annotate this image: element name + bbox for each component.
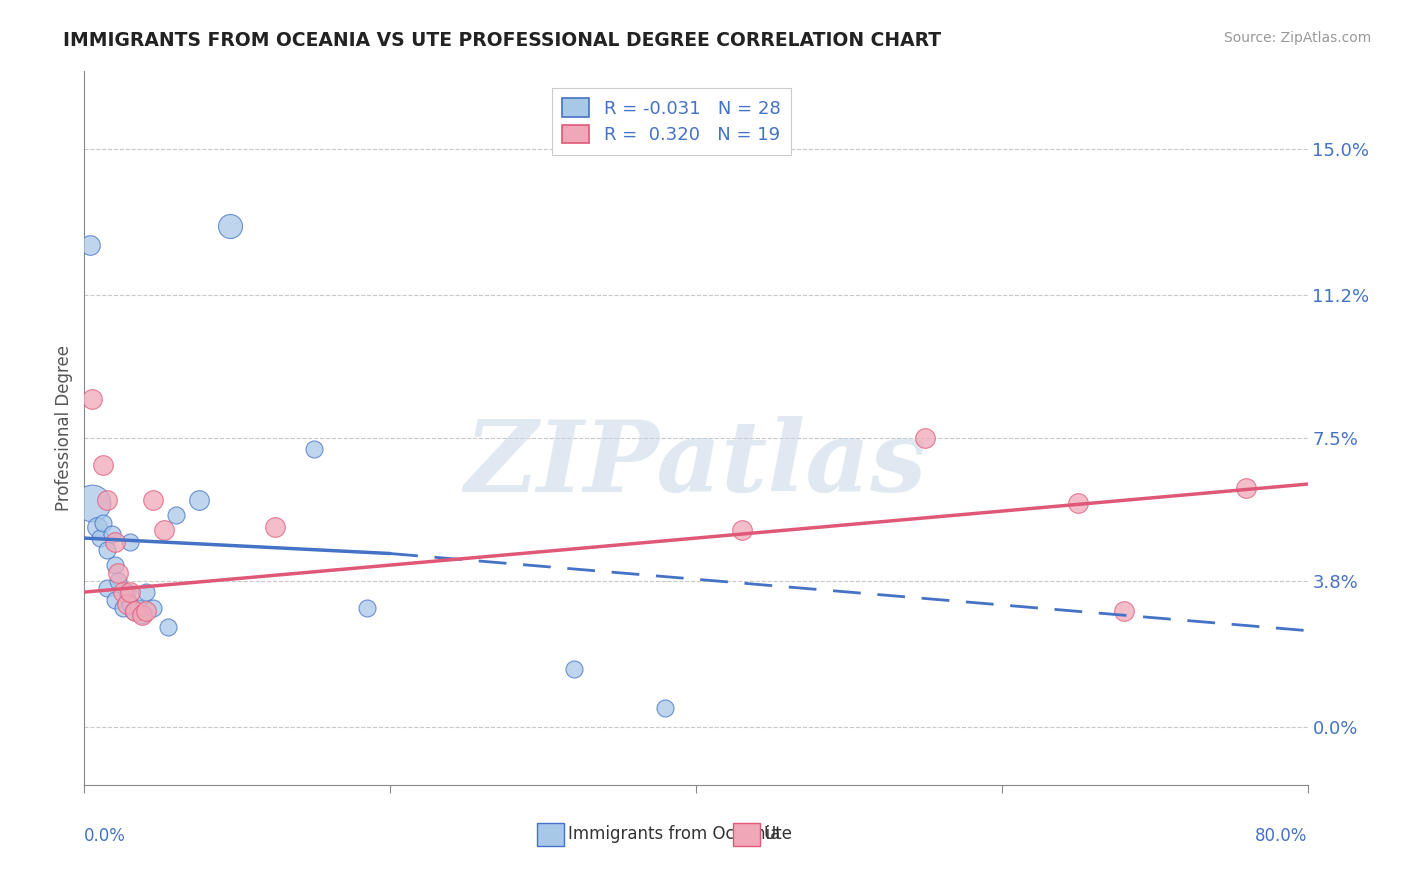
Legend: R = -0.031   N = 28, R =  0.320   N = 19: R = -0.031 N = 28, R = 0.320 N = 19 [551, 87, 792, 155]
Text: IMMIGRANTS FROM OCEANIA VS UTE PROFESSIONAL DEGREE CORRELATION CHART: IMMIGRANTS FROM OCEANIA VS UTE PROFESSIO… [63, 31, 942, 50]
Point [104, 535, 127, 549]
Point [142, 492, 165, 507]
Point [115, 597, 138, 611]
Point [131, 608, 153, 623]
Point [122, 604, 145, 618]
Point [104, 558, 127, 573]
Point [80, 392, 103, 407]
Point [107, 574, 129, 588]
Y-axis label: Professional Degree: Professional Degree [55, 345, 73, 511]
Text: Immigrants from Oceania: Immigrants from Oceania [568, 825, 780, 843]
Point [731, 524, 754, 538]
Text: Source: ZipAtlas.com: Source: ZipAtlas.com [1223, 31, 1371, 45]
Point [356, 600, 378, 615]
FancyBboxPatch shape [537, 822, 564, 846]
Point [104, 592, 127, 607]
Point [165, 508, 187, 522]
Point [107, 566, 129, 580]
Point [91, 516, 114, 530]
Point [1067, 496, 1090, 510]
Point [80, 496, 103, 510]
Point [120, 585, 142, 599]
Point [157, 620, 180, 634]
Text: ZIPatlas: ZIPatlas [465, 416, 927, 512]
FancyBboxPatch shape [733, 822, 759, 846]
Point [562, 662, 585, 676]
Point [120, 597, 142, 611]
Point [96, 492, 118, 507]
Point [124, 604, 146, 618]
Point [1236, 481, 1258, 495]
Text: 80.0%: 80.0% [1256, 827, 1308, 845]
Point [264, 519, 287, 533]
Point [111, 585, 134, 599]
Point [654, 701, 676, 715]
Point [153, 524, 176, 538]
Point [188, 492, 211, 507]
Point [86, 519, 108, 533]
Point [96, 542, 118, 557]
Point [914, 431, 936, 445]
Point [131, 608, 153, 623]
Point [111, 600, 134, 615]
Point [120, 535, 142, 549]
Text: Ute: Ute [763, 825, 792, 843]
Point [135, 585, 157, 599]
Point [142, 600, 165, 615]
Point [79, 238, 101, 252]
Point [115, 585, 138, 599]
Point [89, 531, 111, 545]
Point [218, 219, 240, 233]
Text: 0.0%: 0.0% [84, 827, 127, 845]
Point [127, 600, 149, 615]
Point [302, 442, 325, 457]
Point [96, 581, 118, 595]
Point [101, 527, 124, 541]
Point [91, 458, 114, 472]
Point [135, 604, 157, 618]
Point [1114, 604, 1136, 618]
